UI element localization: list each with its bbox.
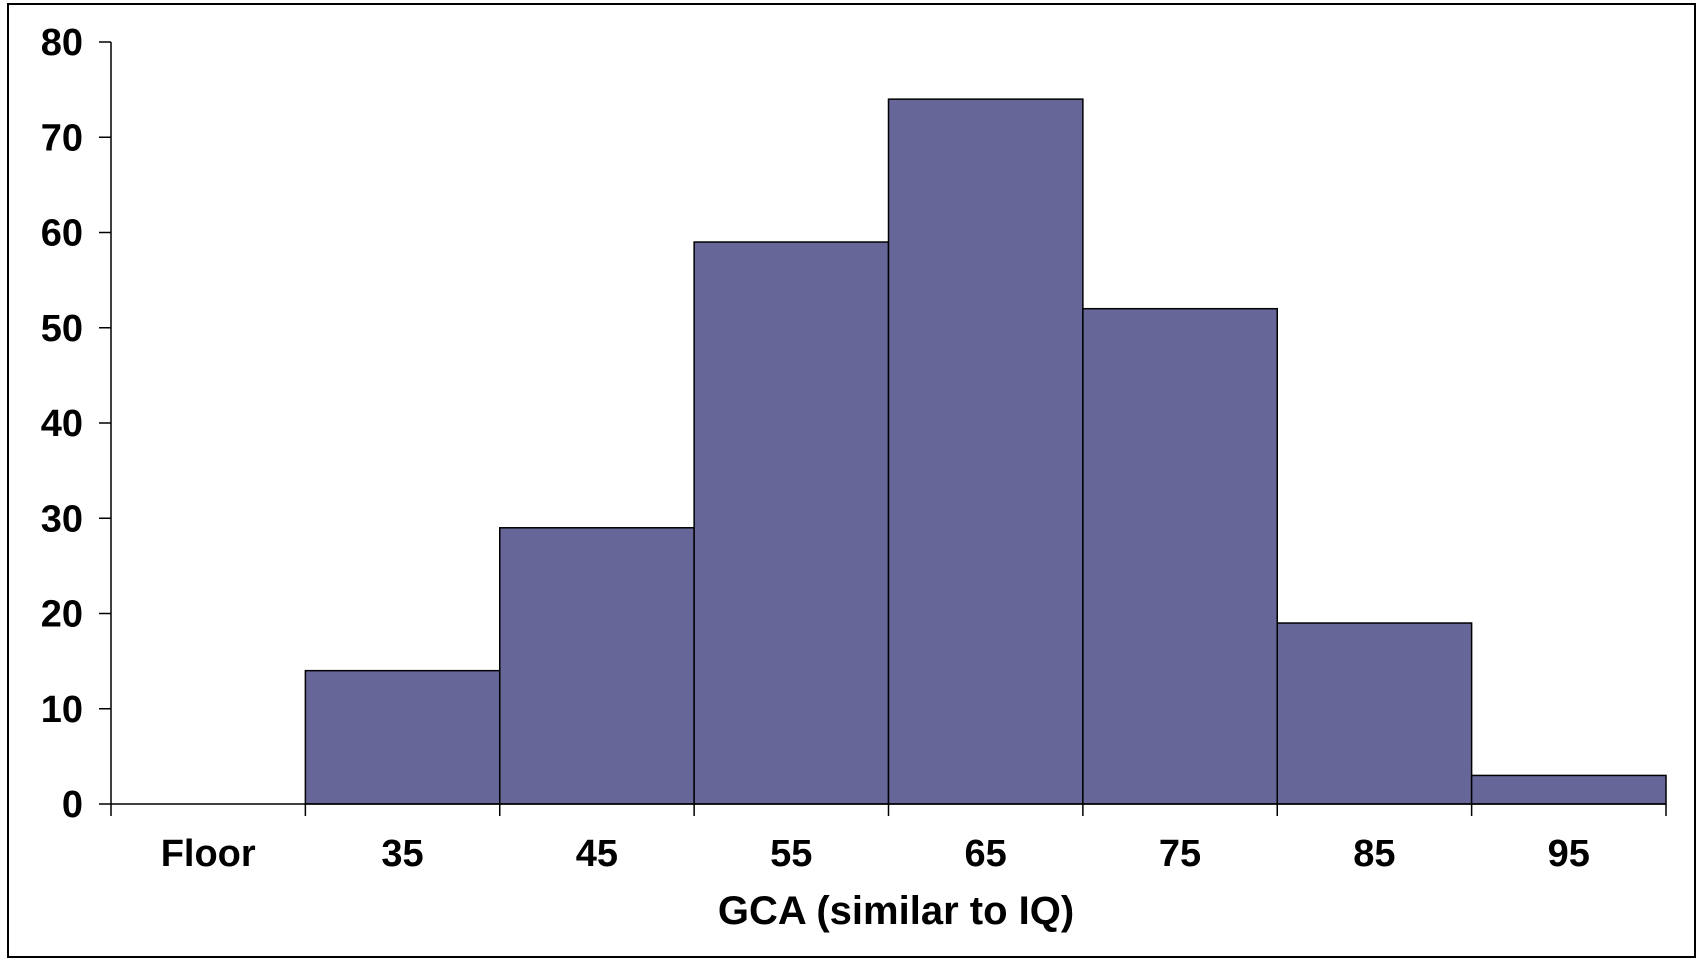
x-tick-label: 55 [770,833,812,875]
x-tick-label: 85 [1353,833,1395,875]
bar-95 [1470,774,1667,805]
bar-75 [1082,307,1278,805]
bar-45 [499,527,695,805]
y-tick-label: 0 [62,784,83,826]
bar-65 [887,98,1084,805]
x-ticks: Floor 35 45 55 65 75 85 95 [110,804,1667,875]
x-tick-label: 95 [1548,833,1590,875]
y-tick-label: 30 [41,498,83,540]
bar-55 [693,241,890,805]
x-tick-label: Floor [161,833,256,875]
x-tick-label: 65 [965,833,1007,875]
y-ticks: 0 10 20 30 40 50 60 70 80 [41,22,111,826]
x-axis-title: GCA (similar to IQ) [718,889,1074,933]
bar-85 [1276,622,1473,805]
y-tick-label: 60 [41,213,83,255]
bars-layer [304,98,1667,805]
x-tick-label: 75 [1159,833,1201,875]
y-tick-label: 80 [41,22,83,64]
y-tick-label: 10 [41,689,83,731]
y-tick-label: 70 [41,117,83,159]
y-tick-label: 50 [41,308,83,350]
y-tick-label: 40 [41,403,83,445]
bar-35 [304,669,501,805]
x-tick-label: 45 [576,833,618,875]
x-tick-label: 35 [381,833,423,875]
y-tick-label: 20 [41,594,83,636]
